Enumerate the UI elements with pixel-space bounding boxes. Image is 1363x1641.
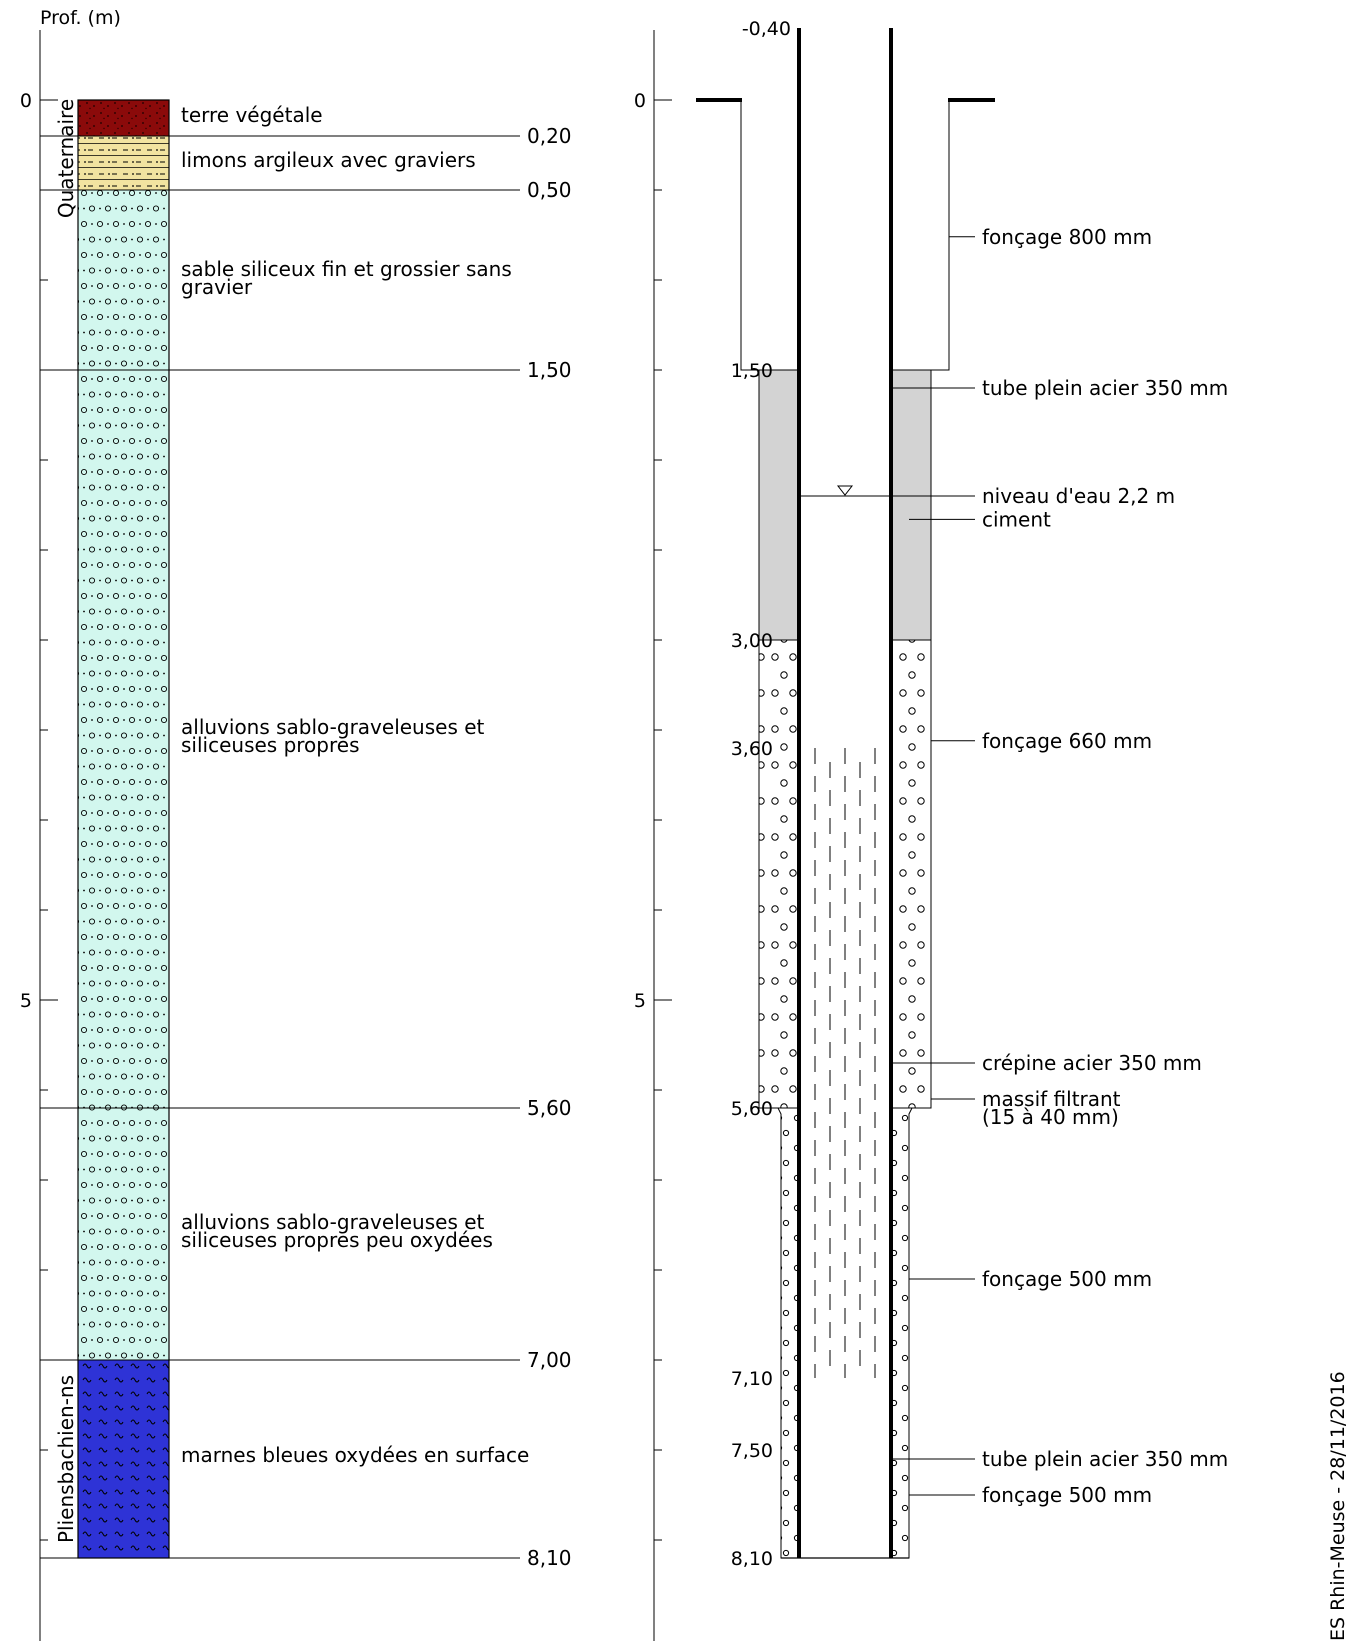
casing-top-label: -0,40 — [742, 18, 791, 40]
boundary-depth-label: 0,50 — [527, 178, 572, 202]
well-body — [696, 28, 995, 1559]
annotation-label: tube plein acier 350 mm — [982, 1447, 1228, 1471]
gravel-pack-left — [758, 639, 800, 1109]
well-depth-ticks — [654, 99, 672, 1541]
layer-label: sable siliceux fin et grossier sans — [181, 257, 512, 281]
layer-sand — [77, 369, 170, 1109]
borehole-800-left — [740, 100, 799, 371]
annotation-label: massif filtrant — [982, 1087, 1121, 1111]
layer-sand — [77, 1107, 170, 1361]
log-tick-label-5: 5 — [20, 990, 32, 1012]
well-depth-label: 7,50 — [731, 1440, 773, 1462]
cement-annulus-left — [758, 369, 800, 641]
gravel-pack-lower-left — [759, 1107, 800, 1559]
well-depth-label: 5,60 — [731, 1098, 773, 1120]
stratigraphy-label: Pliensbachien-ns — [54, 1375, 78, 1543]
well-tick-label-0: 0 — [634, 90, 646, 112]
boundary-depth-label: 0,20 — [527, 124, 572, 148]
log-tick-label-0: 0 — [20, 90, 32, 112]
stratigraphy-labels: Quaternaire Pliensbachien-ns — [54, 99, 78, 1543]
layer-label: alluvions sablo-graveleuses et — [181, 715, 485, 739]
annotation-label: tube plein acier 350 mm — [982, 376, 1228, 400]
layer-label-cont: gravier — [181, 275, 253, 299]
well-depth-label: 3,00 — [731, 630, 773, 652]
boundary-depth-label: 5,60 — [527, 1096, 572, 1120]
boundary-depth-label: 8,10 — [527, 1546, 572, 1570]
annotation-label: fonçage 500 mm — [982, 1267, 1152, 1291]
depth-axis-title: Prof. (m) — [40, 7, 121, 29]
layer-label-cont: siliceuses propres peu oxydées — [181, 1228, 493, 1252]
borehole-800-right — [891, 100, 950, 371]
well-annotations: fonçage 800 mm tube plein acier 350 mm niv… — [891, 225, 1228, 1507]
well-depth-label: 7,10 — [731, 1368, 773, 1390]
well-depth-labels: 1,50 3,00 3,60 5,60 7,10 7,50 8,10 — [731, 360, 773, 1570]
annotation-label: crépine acier 350 mm — [982, 1051, 1202, 1075]
well-depth-label: 3,60 — [731, 738, 773, 760]
log-depth-ticks — [40, 99, 58, 1541]
well-depth-label: 8,10 — [731, 1548, 773, 1570]
layer-sand — [77, 189, 170, 371]
annotation-label: fonçage 500 mm — [982, 1483, 1152, 1507]
annotation-label: fonçage 660 mm — [982, 729, 1152, 753]
well-depth-label: 1,50 — [731, 360, 773, 382]
water-level-marker — [836, 485, 854, 496]
layer-silt — [77, 135, 170, 191]
annotation-label: ciment — [982, 507, 1051, 531]
layer-soil — [77, 99, 170, 137]
layer-label-cont: siliceuses propres — [181, 733, 360, 757]
boundary-depth-label: 7,00 — [527, 1348, 572, 1372]
layer-label: terre végétale — [181, 103, 323, 127]
layer-label: alluvions sablo-graveleuses et — [181, 1210, 485, 1234]
layer-label: marnes bleues oxydées en surface — [181, 1443, 529, 1467]
lithology-labels: terre végétale limons argileux avec gravi… — [181, 103, 529, 1467]
gravel-pack-lower-right — [890, 1107, 931, 1559]
gravel-pack-right — [890, 639, 932, 1109]
annotation-label: niveau d'eau 2,2 m — [982, 484, 1175, 508]
layer-boundaries: 0,20 0,50 1,50 5,60 7,00 8,10 — [40, 124, 572, 1570]
stratigraphy-label: Quaternaire — [54, 99, 78, 218]
annotation-label: fonçage 800 mm — [982, 225, 1152, 249]
well-completion: 0 5 1,50 3,00 3,60 5,60 7,10 7,50 8,10 fonçage… — [634, 18, 1228, 1641]
boundary-depth-label: 1,50 — [527, 358, 572, 382]
annotation-label-cont: (15 à 40 mm) — [982, 1105, 1119, 1129]
lithology-layers — [77, 99, 170, 1559]
layer-label: limons argileux avec graviers — [181, 148, 476, 172]
layer-marl — [77, 1359, 170, 1559]
well-tick-label-5: 5 — [634, 990, 646, 1012]
cement-annulus-right — [890, 369, 932, 641]
lithology-log: Prof. (m) 0 5 terre végétale limons argil… — [20, 7, 572, 1641]
footer-credit: ES Rhin-Meuse - 28/11/2016 — [1327, 1371, 1349, 1641]
